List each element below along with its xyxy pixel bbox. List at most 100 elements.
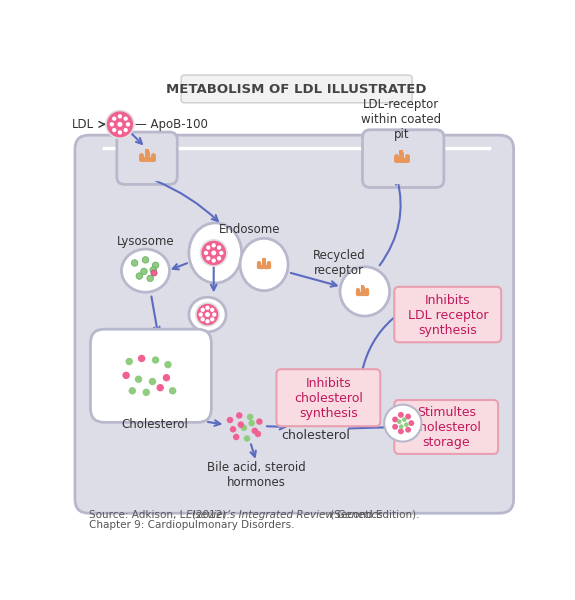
Circle shape [212, 243, 216, 248]
FancyBboxPatch shape [145, 149, 150, 153]
Text: METABOLISM OF LDL ILLUSTRATED: METABOLISM OF LDL ILLUSTRATED [166, 83, 427, 96]
Text: (Second Edition).: (Second Edition). [327, 510, 419, 520]
Circle shape [251, 428, 258, 434]
Text: Source: Adkison, L. (2012).: Source: Adkison, L. (2012). [89, 510, 233, 520]
Circle shape [210, 308, 214, 312]
Circle shape [397, 419, 401, 424]
Circle shape [236, 412, 243, 419]
Circle shape [124, 116, 128, 121]
Circle shape [210, 317, 214, 322]
FancyBboxPatch shape [394, 287, 501, 342]
Circle shape [212, 259, 216, 263]
Circle shape [392, 424, 398, 430]
Circle shape [106, 110, 134, 138]
Circle shape [233, 434, 239, 440]
Circle shape [340, 267, 390, 316]
Text: LDL: LDL [71, 118, 94, 131]
Circle shape [404, 422, 409, 427]
Circle shape [392, 416, 398, 422]
Circle shape [126, 122, 130, 127]
FancyBboxPatch shape [277, 369, 380, 426]
Circle shape [129, 387, 136, 394]
Circle shape [124, 128, 128, 132]
Circle shape [399, 424, 404, 429]
Circle shape [112, 128, 116, 132]
Text: Recycled
receptor: Recycled receptor [313, 249, 366, 277]
Circle shape [152, 262, 159, 269]
Circle shape [136, 273, 143, 279]
Circle shape [247, 414, 254, 420]
Circle shape [219, 251, 224, 255]
Ellipse shape [121, 249, 170, 292]
Circle shape [402, 417, 407, 422]
Circle shape [230, 426, 236, 433]
Circle shape [206, 256, 210, 260]
Circle shape [398, 412, 404, 418]
Circle shape [117, 122, 122, 127]
Text: Endosome: Endosome [220, 223, 281, 236]
Circle shape [118, 114, 122, 118]
Circle shape [141, 268, 147, 275]
Circle shape [196, 303, 219, 326]
Text: Inhibits
cholesterol
synthesis: Inhibits cholesterol synthesis [294, 377, 363, 420]
Circle shape [151, 270, 157, 276]
Text: — ApoB-100: — ApoB-100 [136, 118, 208, 131]
Text: Chapter 9: Cardiopulmonary Disorders.: Chapter 9: Cardiopulmonary Disorders. [89, 520, 294, 530]
Circle shape [405, 413, 411, 419]
Circle shape [241, 425, 247, 431]
Circle shape [408, 420, 414, 426]
Circle shape [110, 122, 114, 127]
Circle shape [205, 319, 210, 323]
Text: Lysosome: Lysosome [117, 235, 174, 248]
FancyBboxPatch shape [361, 285, 365, 288]
FancyBboxPatch shape [262, 258, 266, 261]
Circle shape [217, 256, 221, 260]
Circle shape [227, 417, 233, 423]
Circle shape [138, 355, 145, 362]
Circle shape [211, 250, 216, 256]
Text: LDL-receptor
within coated
pit: LDL-receptor within coated pit [361, 98, 442, 141]
Text: Inhibits
LDL receptor
synthesis: Inhibits LDL receptor synthesis [408, 294, 488, 337]
Circle shape [201, 308, 205, 312]
FancyBboxPatch shape [181, 75, 412, 103]
Circle shape [149, 378, 156, 385]
Circle shape [237, 421, 244, 428]
Circle shape [112, 116, 116, 121]
Circle shape [398, 428, 404, 434]
Circle shape [198, 313, 203, 317]
Circle shape [156, 384, 164, 391]
Circle shape [122, 371, 130, 379]
FancyBboxPatch shape [75, 135, 513, 513]
Circle shape [125, 358, 133, 365]
Circle shape [163, 374, 170, 382]
Circle shape [118, 130, 122, 134]
Circle shape [384, 404, 421, 442]
FancyBboxPatch shape [394, 400, 498, 454]
Circle shape [217, 245, 221, 250]
Circle shape [248, 420, 255, 427]
Circle shape [201, 240, 227, 266]
Circle shape [206, 245, 210, 250]
Circle shape [152, 356, 159, 364]
Circle shape [142, 257, 149, 263]
Circle shape [150, 266, 156, 273]
Circle shape [147, 275, 154, 281]
Text: Cholesterol: Cholesterol [121, 418, 188, 431]
Circle shape [205, 312, 210, 317]
Text: Excess
cholesterol: Excess cholesterol [282, 414, 350, 442]
Circle shape [244, 435, 250, 442]
FancyBboxPatch shape [362, 130, 444, 187]
Circle shape [405, 427, 411, 433]
Text: Bile acid, steroid
hormones: Bile acid, steroid hormones [207, 461, 306, 489]
FancyBboxPatch shape [399, 150, 404, 154]
Circle shape [256, 418, 263, 425]
FancyBboxPatch shape [117, 132, 177, 184]
Circle shape [143, 389, 150, 396]
Ellipse shape [189, 223, 242, 283]
Ellipse shape [189, 297, 226, 332]
Circle shape [205, 305, 210, 310]
Circle shape [132, 260, 138, 266]
Text: Elsevier’s Integrated Review Genetics: Elsevier’s Integrated Review Genetics [186, 510, 382, 520]
Circle shape [164, 361, 172, 368]
Circle shape [255, 431, 261, 437]
